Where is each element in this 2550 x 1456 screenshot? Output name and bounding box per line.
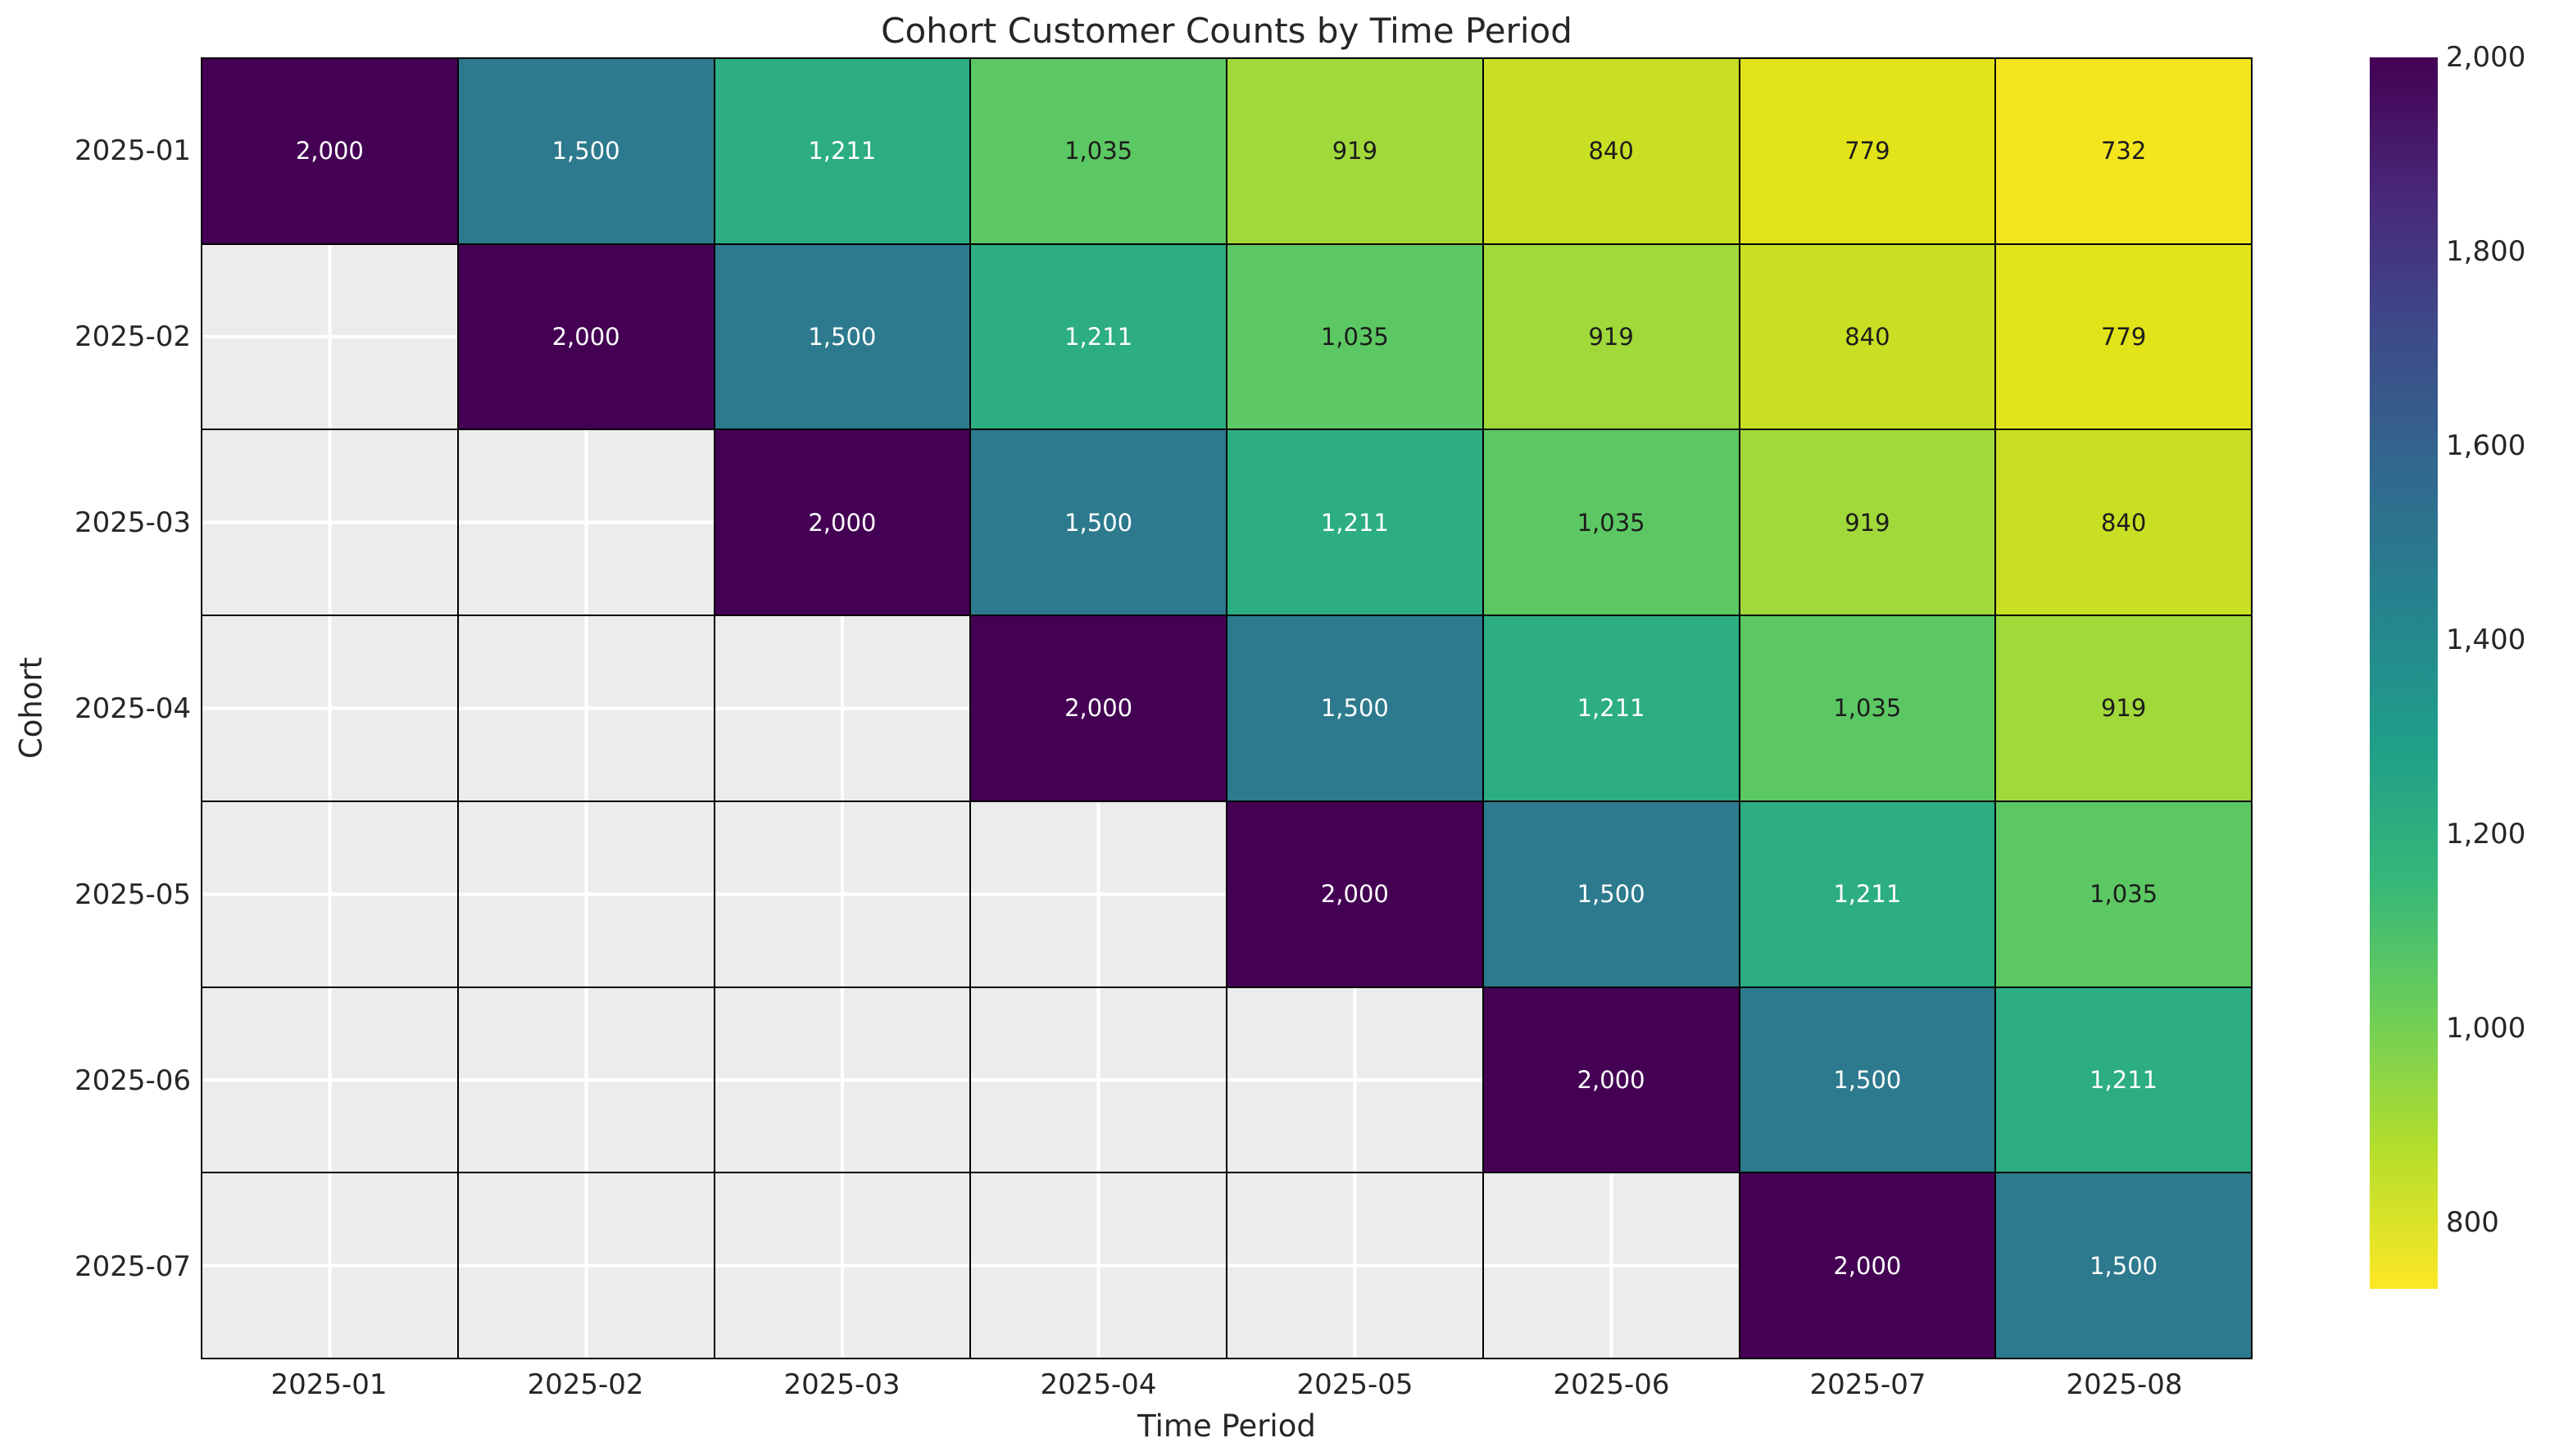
colorbar-tick-label: 2,000: [2446, 41, 2526, 74]
heatmap-cell: 1,035: [971, 59, 1226, 243]
heatmap-cell-masked: [202, 616, 457, 801]
heatmap-cell-masked: [1227, 987, 1482, 1173]
heatmap-cell: 840: [1483, 59, 1739, 243]
heatmap-cell: 1,500: [971, 430, 1226, 615]
heatmap-cell-masked: [202, 244, 457, 429]
heatmap-cell: 1,211: [1740, 801, 1995, 987]
heatmap-cell: 1,500: [1740, 987, 1995, 1173]
heatmap-cell-masked: [458, 616, 714, 801]
heatmap-cell-masked: [458, 1173, 714, 1358]
heatmap-cell: 2,000: [715, 430, 970, 615]
heatmap-cell: 1,035: [1996, 801, 2251, 987]
colorbar-tick-label: 1,400: [2446, 624, 2526, 657]
heatmap-cell: 2,000: [458, 244, 714, 429]
x-tick-label: 2025-08: [2066, 1368, 2183, 1401]
heatmap-cell: 919: [1483, 244, 1739, 429]
heatmap-cell: 840: [1740, 244, 1995, 429]
heatmap-cell: 1,500: [458, 59, 714, 243]
x-axis-label: Time Period: [1137, 1408, 1316, 1444]
heatmap-cell-masked: [202, 430, 457, 615]
x-tick-label: 2025-03: [783, 1368, 901, 1401]
heatmap-cell: 2,000: [202, 59, 457, 243]
x-tick-label: 2025-07: [1809, 1368, 1926, 1401]
heatmap-cell: 1,035: [1740, 616, 1995, 801]
x-tick-label: 2025-04: [1040, 1368, 1157, 1401]
heatmap-cell: 732: [1996, 59, 2251, 243]
colorbar-tick-label: 1,600: [2446, 429, 2526, 463]
y-tick-label: 2025-06: [74, 1064, 191, 1097]
heatmap-cell-masked: [971, 987, 1226, 1173]
heatmap-cell-masked: [1227, 1173, 1482, 1358]
x-tick-label: 2025-02: [527, 1368, 644, 1401]
heatmap-cell: 1,500: [1227, 616, 1482, 801]
heatmap-cell-masked: [458, 430, 714, 615]
heatmap-cell-masked: [971, 801, 1226, 987]
chart-title: Cohort Customer Counts by Time Period: [881, 11, 1572, 51]
heatmap-cell: 1,500: [1996, 1173, 2251, 1358]
y-tick-label: 2025-07: [74, 1250, 191, 1283]
x-tick-label: 2025-06: [1553, 1368, 1670, 1401]
heatmap-cell: 1,211: [1227, 430, 1482, 615]
heatmap-cell-masked: [1483, 1173, 1739, 1358]
heatmap-cell: 919: [1996, 616, 2251, 801]
heatmap-cell-masked: [715, 987, 970, 1173]
heatmap-cell: 919: [1740, 430, 1995, 615]
heatmap-cell: 1,211: [971, 244, 1226, 429]
heatmap-plot: 2,000 1,500 1,211 1,035 919 840 779 732 2,000 1,5…: [201, 57, 2253, 1359]
heatmap-cell-masked: [202, 1173, 457, 1358]
heatmap-cell: 2,000: [1483, 987, 1739, 1173]
heatmap-cell: 1,211: [1996, 987, 2251, 1173]
heatmap-cell: 840: [1996, 430, 2251, 615]
heatmap-cell-masked: [715, 1173, 970, 1358]
y-tick-label: 2025-01: [74, 134, 191, 167]
heatmap-cell-masked: [458, 987, 714, 1173]
y-tick-label: 2025-05: [74, 878, 191, 911]
heatmap-cell: 1,035: [1483, 430, 1739, 615]
colorbar-tick-label: 800: [2446, 1206, 2499, 1240]
heatmap-cell: 1,035: [1227, 244, 1482, 429]
heatmap-cell: 779: [1996, 244, 2251, 429]
heatmap-cell: 919: [1227, 59, 1482, 243]
colorbar-tick-label: 1,800: [2446, 235, 2526, 269]
heatmap-cell: 779: [1740, 59, 1995, 243]
heatmap-cell: 2,000: [1740, 1173, 1995, 1358]
heatmap-cell: 2,000: [1227, 801, 1482, 987]
heatmap-cell-masked: [715, 616, 970, 801]
heatmap-cell-masked: [202, 987, 457, 1173]
y-tick-label: 2025-04: [74, 692, 191, 725]
colorbar-gradient: [2370, 57, 2438, 1289]
heatmap-cell: 1,211: [715, 59, 970, 243]
colorbar-tick-label: 1,200: [2446, 818, 2526, 851]
heatmap-cell: 1,500: [1483, 801, 1739, 987]
x-tick-label: 2025-05: [1296, 1368, 1413, 1401]
heatmap-cell-masked: [458, 801, 714, 987]
heatmap-cell: 2,000: [971, 616, 1226, 801]
y-tick-label: 2025-03: [74, 506, 191, 539]
heatmap-cell: 1,211: [1483, 616, 1739, 801]
heatmap-cell-masked: [202, 801, 457, 987]
colorbar-tick-label: 1,000: [2446, 1012, 2526, 1046]
heatmap-cell-masked: [971, 1173, 1226, 1358]
heatmap-cell: 1,500: [715, 244, 970, 429]
x-tick-label: 2025-01: [270, 1368, 388, 1401]
y-tick-label: 2025-02: [74, 320, 191, 353]
heatmap-cell-masked: [715, 801, 970, 987]
